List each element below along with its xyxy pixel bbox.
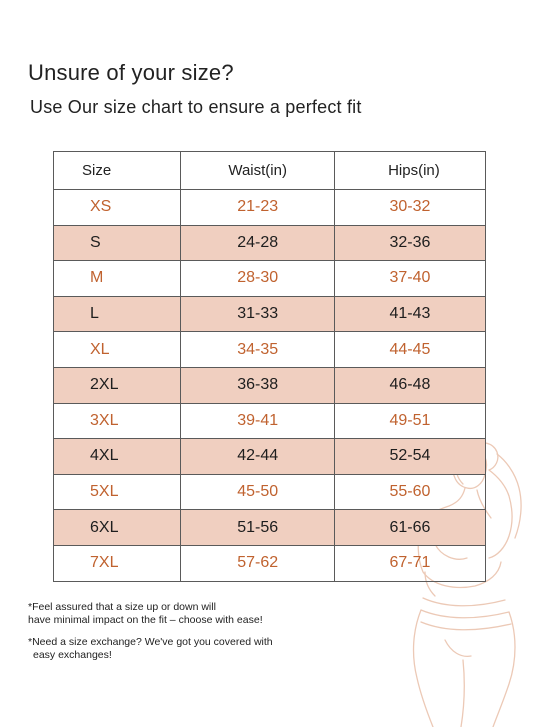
waist-cell: 36-38 (180, 366, 335, 404)
note-size-flex: *Feel assured that a size up or down wil… (28, 601, 273, 626)
table-row: M 28-30 37-40 (52, 260, 487, 297)
waist-cell: 51-56 (180, 509, 335, 546)
page-subtitle: Use Our size chart to ensure a perfect f… (30, 97, 362, 117)
table-header-row: Size Waist(in) Hips(in) (52, 151, 487, 190)
size-cell: 2XL (52, 366, 182, 404)
hips-cell: 41-43 (333, 295, 487, 333)
note-1-line-2: have minimal impact on the fit – choose … (28, 613, 263, 626)
size-chart-table: Size Waist(in) Hips(in) XS 21-23 30-32 S… (52, 151, 487, 582)
size-cell: 3XL (52, 402, 182, 440)
size-cell: 7XL (52, 544, 182, 582)
waist-cell: 34-35 (180, 331, 335, 368)
waist-cell: 39-41 (180, 402, 335, 440)
size-cell: XL (52, 331, 182, 368)
hips-cell: 32-36 (333, 224, 487, 262)
table-row: S 24-28 32-36 (52, 224, 487, 262)
hips-cell: 61-66 (333, 509, 487, 546)
hips-cell: 46-48 (333, 366, 487, 404)
woman-line-illustration-icon (412, 441, 522, 727)
header-waist: Waist(in) (180, 151, 335, 190)
size-cell: 5XL (52, 473, 182, 511)
hips-cell: 30-32 (333, 189, 487, 226)
waist-cell: 28-30 (180, 260, 335, 297)
hips-cell: 44-45 (333, 331, 487, 368)
header-size: Size (52, 151, 182, 190)
table-row: 7XL 57-62 67-71 (52, 544, 487, 582)
waist-cell: 45-50 (180, 473, 335, 511)
table-row: XL 34-35 44-45 (52, 331, 487, 368)
table-row: 3XL 39-41 49-51 (52, 402, 487, 440)
page-title: Unsure of your size? (28, 60, 234, 85)
hips-cell: 55-60 (333, 473, 487, 511)
size-cell: L (52, 295, 182, 333)
hips-cell: 52-54 (333, 438, 487, 475)
size-cell: S (52, 224, 182, 262)
footnotes: *Feel assured that a size up or down wil… (28, 601, 273, 671)
note-1-line-1: *Feel assured that a size up or down wil… (28, 601, 216, 613)
waist-cell: 31-33 (180, 295, 335, 333)
waist-cell: 21-23 (180, 189, 335, 226)
table-row: L 31-33 41-43 (52, 295, 487, 333)
hips-cell: 49-51 (333, 402, 487, 440)
note-exchange: *Need a size exchange? We've got you cov… (28, 636, 273, 661)
note-2-line-1: *Need a size exchange? We've got you cov… (28, 636, 273, 648)
table-row: 4XL 42-44 52-54 (52, 438, 487, 475)
size-cell: M (52, 260, 182, 297)
size-cell: 4XL (52, 438, 182, 475)
table-row: 6XL 51-56 61-66 (52, 509, 487, 546)
table-row: 2XL 36-38 46-48 (52, 366, 487, 404)
size-cell: XS (52, 189, 182, 226)
hips-cell: 67-71 (333, 544, 487, 582)
waist-cell: 42-44 (180, 438, 335, 475)
size-cell: 6XL (52, 509, 182, 546)
waist-cell: 24-28 (180, 224, 335, 262)
header-hips: Hips(in) (333, 151, 487, 190)
table-row: 5XL 45-50 55-60 (52, 473, 487, 511)
waist-cell: 57-62 (180, 544, 335, 582)
hips-cell: 37-40 (333, 260, 487, 297)
table-row: XS 21-23 30-32 (52, 189, 487, 226)
note-2-line-2: easy exchanges! (33, 648, 112, 661)
